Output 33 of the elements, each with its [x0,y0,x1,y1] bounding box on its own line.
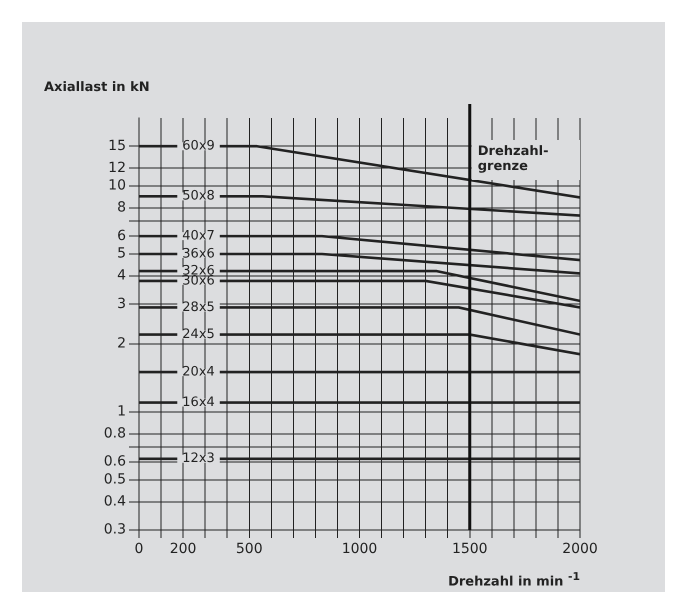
y-tick-label: 4 [117,268,126,284]
series-label: 20x4 [182,364,215,380]
y-tick-label: 15 [108,138,126,154]
y-tick-label: 12 [108,160,126,176]
y-tick-label: 0.3 [104,522,126,538]
x-tick-label: 200 [170,541,196,558]
series-label: 36x6 [182,246,215,262]
series-label: 28x5 [182,300,215,315]
x-tick-label: 1000 [342,541,378,558]
ref-line-label: Drehzahl- grenze [478,144,548,174]
x-tick-label: 0 [134,541,144,558]
x-tick-label: 1500 [452,541,488,558]
series-label: 24x5 [182,326,215,342]
series-label: 50x8 [182,188,215,204]
y-axis-title: Axiallast in kN [44,80,150,95]
y-tick-label: 8 [117,200,126,216]
y-tick-label: 3 [117,296,126,312]
y-tick-label: 10 [108,178,126,194]
x-tick-label: 500 [236,541,263,558]
x-axis-title: Drehzahl in min $^{-1}$ [448,570,580,590]
y-tick-label: 5 [117,246,126,262]
y-tick-label: 0.8 [104,425,126,442]
x-tick-label: 2000 [562,541,598,558]
y-tick-label: 0.4 [104,493,126,510]
series-label: 60x9 [182,138,215,154]
series-label: 16x4 [182,394,215,410]
y-tick-label: 0.5 [104,472,126,488]
y-tick-label: 1 [117,404,126,420]
y-tick-label: 0.6 [104,454,126,470]
y-tick-label: 6 [117,228,126,244]
series-label: 12x3 [182,451,215,466]
y-tick-label: 2 [117,336,126,352]
series-label: 40x7 [182,228,215,244]
